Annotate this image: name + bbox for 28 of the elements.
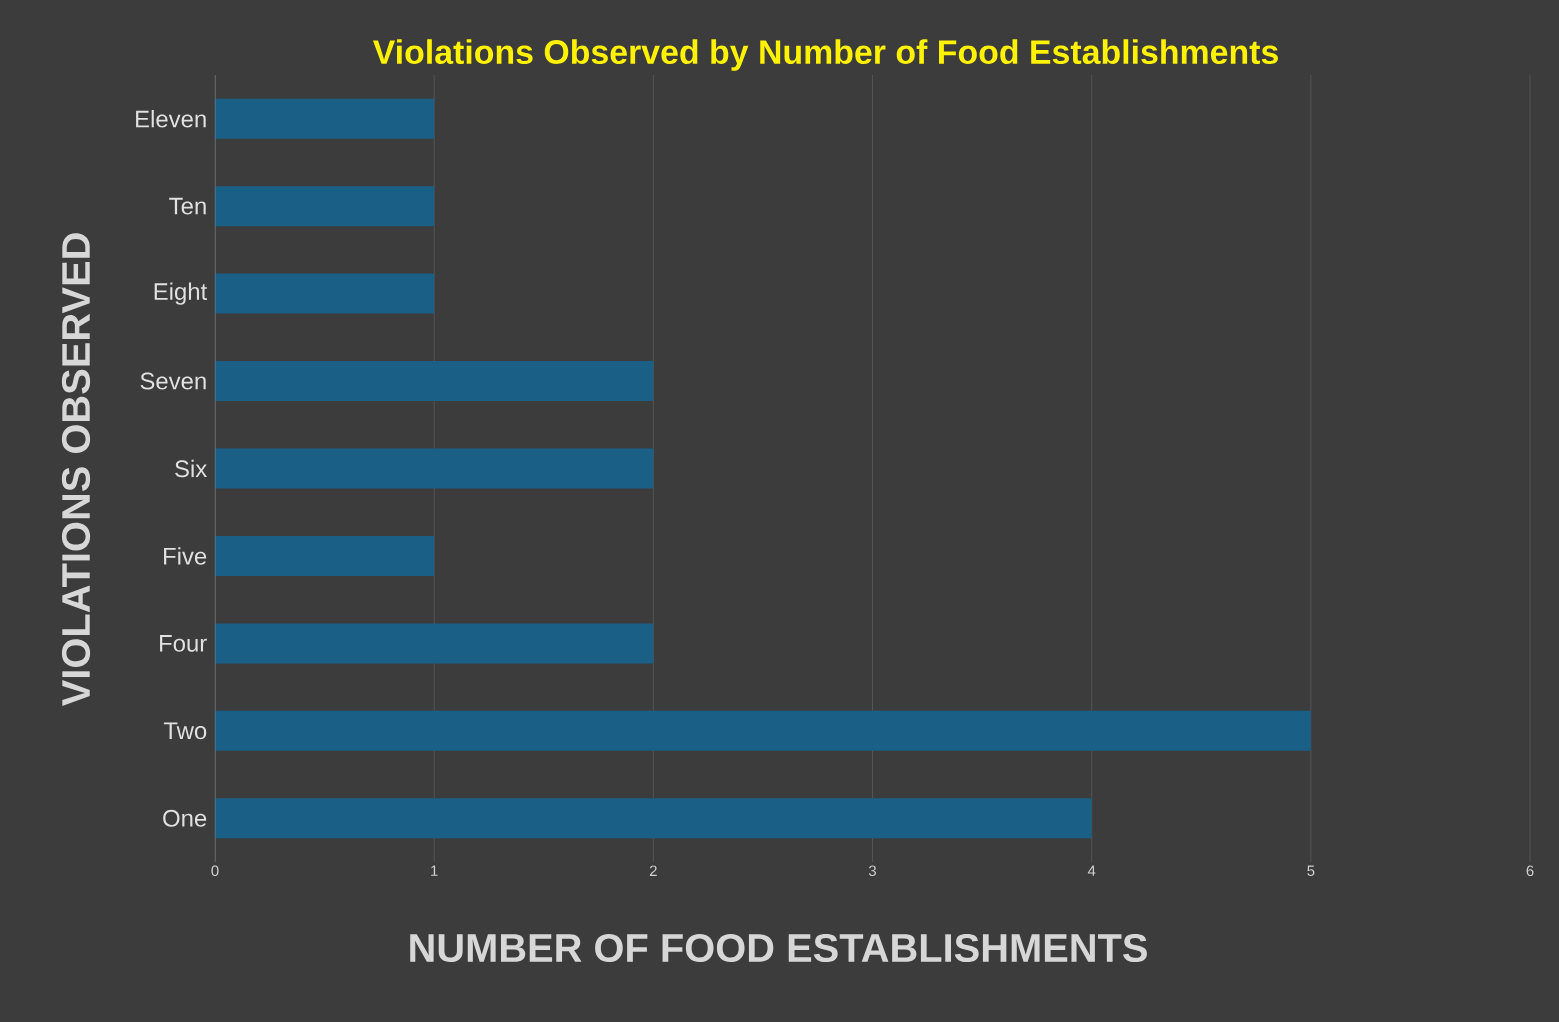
y-axis-title: VIOLATIONS OBSERVED [61, 233, 91, 707]
x-tick-label: 1 [431, 865, 438, 876]
bar [215, 361, 654, 402]
y-tick-label: Seven [140, 372, 206, 390]
y-tick-label: Eleven [136, 109, 206, 128]
y-tick-label: Ten [169, 197, 206, 215]
y-tick-label: One [163, 809, 207, 827]
x-tick-label: 5 [1307, 865, 1315, 876]
bar [215, 710, 1311, 751]
y-tick-label: Two [163, 722, 207, 740]
bar [215, 448, 654, 489]
bar [215, 273, 435, 314]
chart-title: Violations Observed by Number of Food Establishments [372, 39, 1278, 71]
bar [215, 535, 435, 576]
bar [215, 798, 1092, 839]
y-tick-label: Six [175, 459, 207, 478]
x-tick-label: 4 [1087, 865, 1096, 876]
bar [215, 623, 654, 664]
y-tick-label: Five [164, 547, 207, 565]
x-tick-label: 6 [1526, 865, 1534, 877]
x-tick-label: 0 [211, 865, 219, 877]
x-axis-title: NUMBER OF FOOD ESTABLISHMENTS [410, 933, 1147, 963]
y-tick-label: Four [160, 635, 207, 652]
bar [215, 98, 435, 139]
bar [215, 186, 435, 227]
x-tick-label: 2 [649, 865, 657, 876]
x-tick-label: 3 [868, 865, 877, 877]
y-tick-label: Eight [154, 282, 208, 305]
